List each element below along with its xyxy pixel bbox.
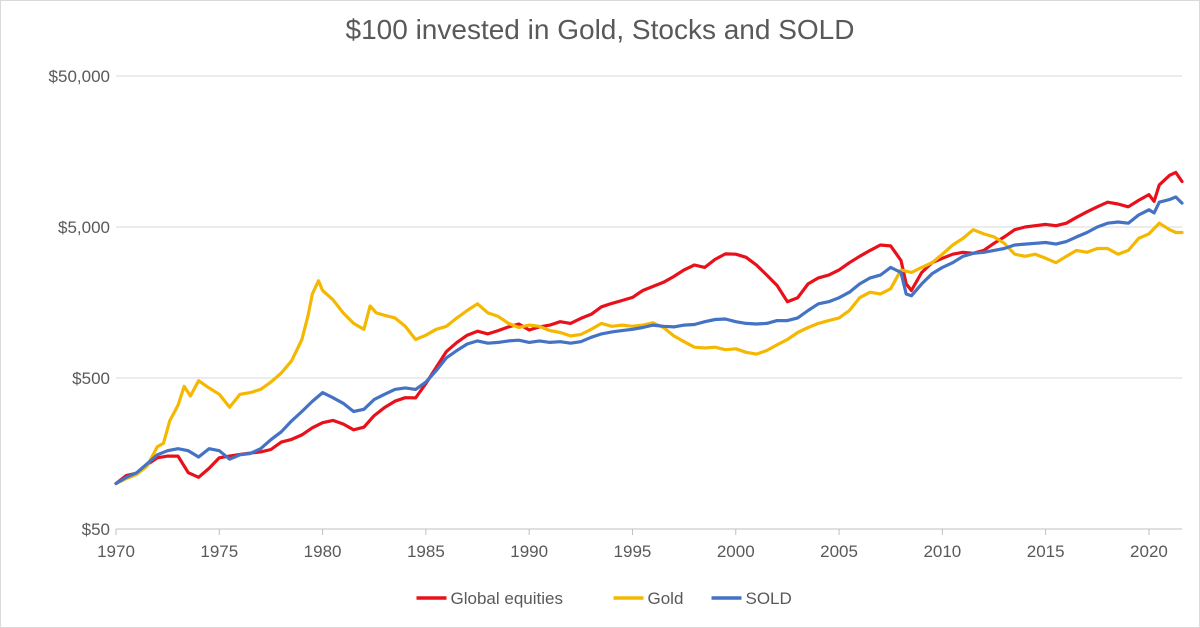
x-tick-label: 2000	[717, 542, 755, 561]
series-line-gold	[114, 221, 1184, 486]
x-tick-label: 1990	[510, 542, 548, 561]
axes: $50 $500 $5,000 $50,000 1970 1975 1980 1985 1990…	[49, 67, 1182, 561]
chart-title: $100 invested in Gold, Stocks and SOLD	[345, 14, 855, 45]
x-tick-label: 1970	[97, 542, 135, 561]
y-tick-label: $50,000	[49, 67, 110, 86]
y-tick-label: $500	[72, 369, 110, 388]
gridlines	[116, 75, 1182, 379]
x-tick-label: 1975	[200, 542, 238, 561]
series-line-sold	[114, 195, 1184, 486]
legend: Global equities Gold SOLD	[416, 589, 792, 608]
x-tick-label: 1995	[614, 542, 652, 561]
series-line-global-equities	[114, 170, 1184, 486]
x-tick-label: 1985	[407, 542, 445, 561]
y-tick-label: $50	[82, 520, 110, 539]
series-lines	[114, 170, 1184, 486]
legend-label: Gold	[648, 589, 684, 608]
legend-label: Global equities	[451, 589, 563, 608]
legend-label: SOLD	[746, 589, 792, 608]
x-tick-label: 2020	[1130, 542, 1168, 561]
x-tick-label: 2015	[1027, 542, 1065, 561]
x-tick-label: 2005	[820, 542, 858, 561]
x-tick-label: 2010	[923, 542, 961, 561]
y-tick-label: $5,000	[58, 218, 110, 237]
x-tick-label: 1980	[304, 542, 342, 561]
